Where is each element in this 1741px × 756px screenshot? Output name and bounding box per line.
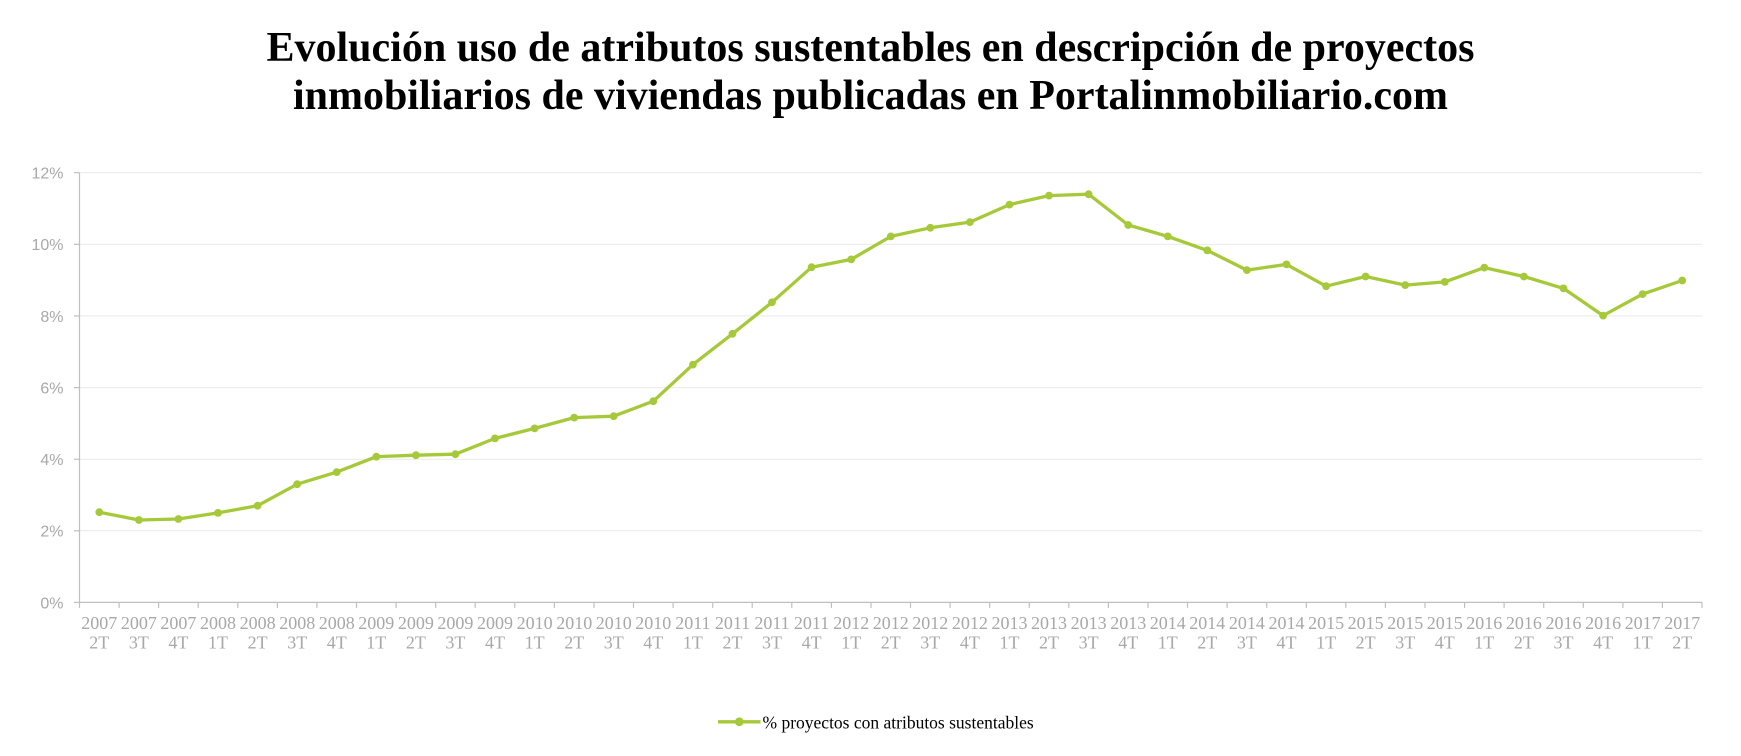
svg-text:1T: 1T (1316, 633, 1336, 653)
svg-text:2012: 2012 (873, 613, 909, 633)
svg-text:4T: 4T (1118, 633, 1138, 653)
svg-text:2010: 2010 (635, 613, 671, 633)
svg-text:2%: 2% (40, 524, 63, 541)
svg-text:2011: 2011 (675, 613, 710, 633)
svg-text:2007: 2007 (81, 613, 117, 633)
svg-text:2016: 2016 (1506, 613, 1542, 633)
svg-text:2010: 2010 (596, 613, 632, 633)
svg-text:3T: 3T (1395, 633, 1415, 653)
svg-text:8%: 8% (40, 309, 63, 326)
svg-text:2T: 2T (1356, 633, 1376, 653)
svg-text:2T: 2T (1514, 633, 1534, 653)
svg-text:1T: 1T (1633, 633, 1653, 653)
svg-text:2T: 2T (89, 633, 109, 653)
svg-text:2T: 2T (248, 633, 268, 653)
svg-text:6%: 6% (40, 380, 63, 397)
svg-text:3T: 3T (762, 633, 782, 653)
svg-text:2T: 2T (564, 633, 584, 653)
svg-text:0%: 0% (40, 595, 63, 612)
svg-text:1T: 1T (1000, 633, 1020, 653)
svg-text:2012: 2012 (912, 613, 948, 633)
svg-text:2007: 2007 (160, 613, 196, 633)
svg-text:% proyectos con atributos sust: % proyectos con atributos sustentables (763, 712, 1034, 732)
svg-text:3T: 3T (1237, 633, 1257, 653)
svg-text:2014: 2014 (1189, 613, 1225, 633)
svg-text:2013: 2013 (1031, 613, 1067, 633)
svg-text:1T: 1T (366, 633, 386, 653)
svg-text:10%: 10% (31, 237, 63, 254)
svg-text:2014: 2014 (1150, 613, 1186, 633)
svg-text:2010: 2010 (556, 613, 592, 633)
svg-text:2008: 2008 (279, 613, 315, 633)
svg-text:2008: 2008 (200, 613, 236, 633)
svg-text:2T: 2T (723, 633, 743, 653)
svg-text:3T: 3T (604, 633, 624, 653)
svg-text:2009: 2009 (437, 613, 473, 633)
svg-text:1T: 1T (208, 633, 228, 653)
svg-text:2T: 2T (1039, 633, 1059, 653)
svg-text:2008: 2008 (319, 613, 355, 633)
svg-text:4T: 4T (643, 633, 663, 653)
svg-text:2012: 2012 (952, 613, 988, 633)
svg-text:2011: 2011 (754, 613, 789, 633)
svg-text:1T: 1T (683, 633, 703, 653)
svg-text:3T: 3T (445, 633, 465, 653)
svg-text:2011: 2011 (794, 613, 829, 633)
svg-text:1T: 1T (1158, 633, 1178, 653)
svg-text:2T: 2T (1672, 633, 1692, 653)
svg-text:2013: 2013 (1110, 613, 1146, 633)
svg-text:2015: 2015 (1348, 613, 1384, 633)
svg-text:2012: 2012 (833, 613, 869, 633)
svg-text:4%: 4% (40, 452, 63, 469)
svg-text:3T: 3T (129, 633, 149, 653)
svg-text:2007: 2007 (121, 613, 157, 633)
svg-text:2013: 2013 (1071, 613, 1107, 633)
svg-text:2016: 2016 (1585, 613, 1621, 633)
svg-text:3T: 3T (1554, 633, 1574, 653)
svg-text:3T: 3T (920, 633, 940, 653)
svg-text:2014: 2014 (1229, 613, 1265, 633)
svg-text:2015: 2015 (1387, 613, 1423, 633)
svg-text:3T: 3T (287, 633, 307, 653)
svg-text:2014: 2014 (1269, 613, 1305, 633)
svg-text:4T: 4T (1593, 633, 1613, 653)
svg-text:4T: 4T (1435, 633, 1455, 653)
svg-text:4T: 4T (1277, 633, 1297, 653)
svg-text:4T: 4T (485, 633, 505, 653)
svg-text:2T: 2T (406, 633, 426, 653)
svg-text:1T: 1T (841, 633, 861, 653)
svg-text:12%: 12% (31, 166, 63, 183)
svg-text:2015: 2015 (1427, 613, 1463, 633)
svg-text:2013: 2013 (992, 613, 1028, 633)
svg-text:2010: 2010 (517, 613, 553, 633)
svg-text:2009: 2009 (398, 613, 434, 633)
svg-text:2015: 2015 (1308, 613, 1344, 633)
svg-text:4T: 4T (960, 633, 980, 653)
svg-text:2017: 2017 (1664, 613, 1700, 633)
svg-text:4T: 4T (802, 633, 822, 653)
svg-text:1T: 1T (525, 633, 545, 653)
svg-text:1T: 1T (1474, 633, 1494, 653)
svg-text:2009: 2009 (358, 613, 394, 633)
svg-text:2016: 2016 (1466, 613, 1502, 633)
svg-text:3T: 3T (1079, 633, 1099, 653)
svg-text:4T: 4T (168, 633, 188, 653)
svg-text:2008: 2008 (240, 613, 276, 633)
svg-text:2009: 2009 (477, 613, 513, 633)
svg-text:4T: 4T (327, 633, 347, 653)
svg-text:2T: 2T (881, 633, 901, 653)
svg-text:2016: 2016 (1546, 613, 1582, 633)
svg-text:2017: 2017 (1625, 613, 1661, 633)
svg-text:2T: 2T (1197, 633, 1217, 653)
svg-text:2011: 2011 (715, 613, 750, 633)
